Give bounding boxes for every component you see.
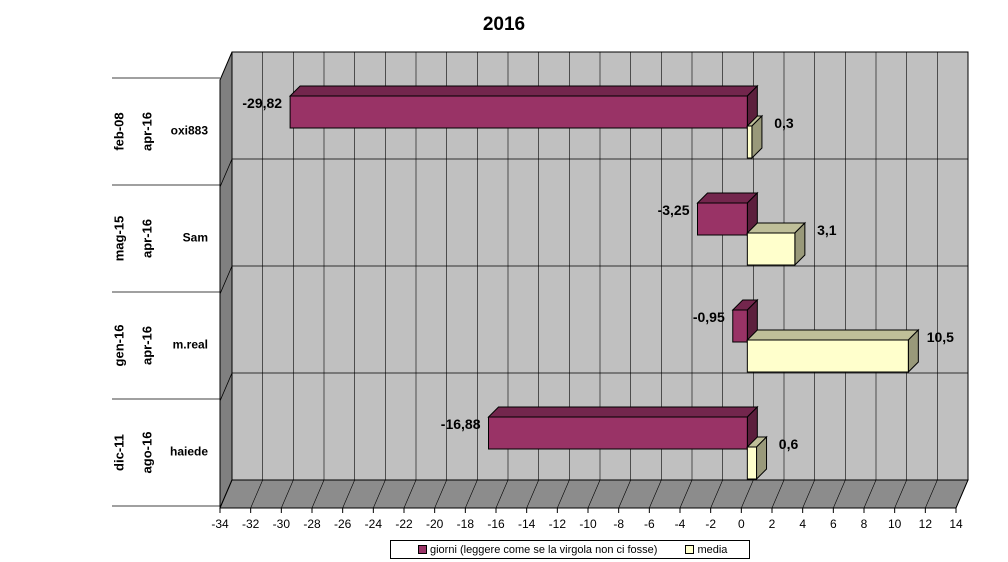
x-tick-label: -20 bbox=[426, 517, 444, 531]
data-label-media: 3,1 bbox=[817, 222, 837, 238]
floor-gridline bbox=[925, 479, 938, 509]
floor-gridline bbox=[465, 479, 478, 509]
floor-gridline bbox=[403, 479, 417, 509]
floor-gridline bbox=[710, 479, 723, 509]
data-label-media: 0,3 bbox=[774, 115, 794, 131]
x-tick-label: -32 bbox=[242, 517, 260, 531]
legend-item-giorni: giorni (leggere come se la virgola non c… bbox=[418, 544, 657, 556]
floor-gridline bbox=[311, 479, 325, 509]
floor-gridline bbox=[587, 479, 601, 509]
legend-item-media: media bbox=[685, 544, 727, 556]
floor-gridline bbox=[281, 479, 294, 509]
x-tick-label: -30 bbox=[273, 517, 291, 531]
chart-title: 2016 bbox=[482, 14, 526, 35]
category-date-label: apr-16 bbox=[139, 219, 154, 258]
category-date-label: feb-08 bbox=[111, 112, 126, 150]
x-tick-label: -16 bbox=[487, 517, 505, 531]
data-label-giorni: -16,88 bbox=[441, 416, 481, 432]
x-tick-label: 10 bbox=[888, 517, 902, 531]
x-tick-label: 2 bbox=[769, 517, 776, 531]
category-name-label: m.real bbox=[173, 338, 208, 352]
x-tick-label: -28 bbox=[303, 517, 321, 531]
floor-gridline bbox=[342, 479, 355, 509]
category-date-label: ago-16 bbox=[139, 432, 154, 474]
floor-gridline bbox=[649, 479, 662, 509]
category-date-label: gen-16 bbox=[111, 325, 126, 367]
x-tick-label: -26 bbox=[334, 517, 352, 531]
x-tick-label: -8 bbox=[613, 517, 624, 531]
data-label-giorni: -29,82 bbox=[242, 95, 282, 111]
x-tick-label: 8 bbox=[861, 517, 868, 531]
floor-gridline bbox=[955, 479, 969, 509]
x-tick-label: -2 bbox=[705, 517, 716, 531]
data-label-media: 10,5 bbox=[927, 329, 954, 345]
x-tick-label: -24 bbox=[365, 517, 383, 531]
data-label-giorni: -3,25 bbox=[658, 202, 690, 218]
legend-swatch-media bbox=[685, 545, 695, 554]
floor-gridline bbox=[373, 479, 386, 509]
floor-gridline bbox=[833, 479, 846, 509]
category-date-label: apr-16 bbox=[139, 112, 154, 151]
bar-giorni bbox=[488, 416, 748, 450]
floor-gridline bbox=[894, 479, 907, 509]
x-tick-label: -12 bbox=[549, 517, 567, 531]
category-name-label: Sam bbox=[183, 231, 208, 245]
floor-gridline bbox=[863, 479, 877, 509]
bar-media bbox=[746, 125, 753, 159]
bar-media bbox=[746, 339, 909, 373]
x-tick-label: -22 bbox=[395, 517, 413, 531]
category-date-label: mag-15 bbox=[111, 216, 126, 262]
side-band-separator bbox=[219, 158, 233, 188]
floor-gridline bbox=[741, 479, 754, 509]
x-tick-label: 4 bbox=[799, 517, 806, 531]
floor-gridline bbox=[526, 479, 539, 509]
x-tick-label: -4 bbox=[675, 517, 686, 531]
data-label-media: 0,6 bbox=[779, 436, 799, 452]
bar-giorni bbox=[732, 309, 748, 343]
floor-gridline bbox=[434, 479, 447, 509]
category-name-label: oxi883 bbox=[171, 124, 209, 138]
category-date-label: apr-16 bbox=[139, 326, 154, 365]
floor-gridline bbox=[679, 479, 693, 509]
data-label-giorni: -0,95 bbox=[693, 309, 725, 325]
x-tick-label: 14 bbox=[949, 517, 963, 531]
x-tick-label: 12 bbox=[919, 517, 933, 531]
floor-gridline bbox=[802, 479, 815, 509]
x-tick-label: -10 bbox=[579, 517, 597, 531]
chart-legend: giorni (leggere come se la virgola non c… bbox=[390, 540, 750, 559]
floor-gridline bbox=[557, 479, 570, 509]
legend-label-giorni: giorni (leggere come se la virgola non c… bbox=[430, 543, 658, 556]
x-tick-label: -18 bbox=[457, 517, 475, 531]
side-band-separator bbox=[219, 372, 233, 402]
floor-gridline bbox=[495, 479, 509, 509]
floor-gridline bbox=[250, 479, 263, 509]
bar-giorni-top bbox=[487, 406, 759, 418]
floor-gridline bbox=[771, 479, 785, 509]
bar-giorni bbox=[697, 202, 748, 236]
category-date-label: dic-11 bbox=[111, 434, 126, 471]
x-tick-label: -6 bbox=[644, 517, 655, 531]
legend-swatch-giorni bbox=[418, 545, 427, 554]
bar-media bbox=[746, 232, 796, 266]
x-tick-label: 6 bbox=[830, 517, 837, 531]
bar-giorni bbox=[289, 95, 748, 129]
x-tick-label: -14 bbox=[518, 517, 536, 531]
floor-gridline bbox=[219, 479, 233, 509]
bar-media bbox=[746, 446, 758, 480]
category-name-label: haiede bbox=[170, 445, 208, 459]
floor-gridline bbox=[618, 479, 631, 509]
legend-label-media: media bbox=[697, 543, 728, 556]
x-tick-label: 0 bbox=[738, 517, 745, 531]
bar-giorni-top bbox=[288, 85, 759, 97]
bar-media-top bbox=[746, 329, 920, 341]
x-tick-label: -34 bbox=[211, 517, 229, 531]
side-band-separator bbox=[219, 265, 233, 295]
